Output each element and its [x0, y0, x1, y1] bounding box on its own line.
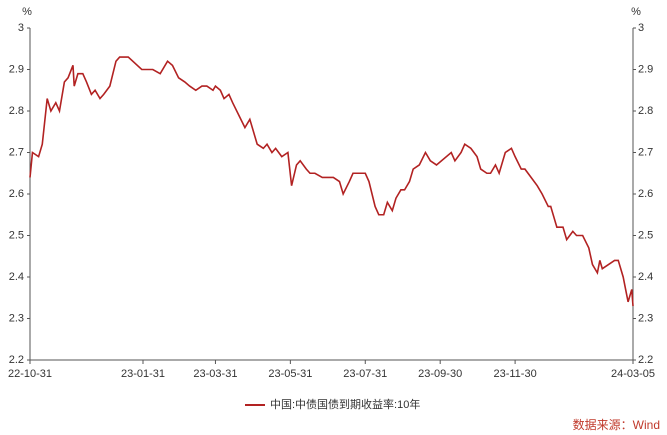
y2-tick-label: 2.2: [638, 354, 653, 366]
y-tick-label: 2.6: [9, 188, 24, 200]
y-tick-label: 2.2: [9, 354, 24, 366]
x-tick-label: 23-05-31: [268, 368, 312, 380]
x-tick-label: 23-09-30: [418, 368, 462, 380]
y2-tick-label: 2.5: [638, 229, 653, 241]
y2-tick-label: 2.4: [638, 271, 653, 283]
source: 数据来源：Wind: [573, 417, 660, 432]
y-tick-label: 2.3: [9, 312, 24, 324]
y-unit-right: %: [631, 6, 641, 18]
y-tick-label: 2.8: [9, 105, 24, 117]
y-unit-left: %: [22, 6, 32, 18]
y-tick-label: 2.7: [9, 146, 24, 158]
y2-tick-label: 2.9: [638, 63, 653, 75]
x-tick-label: 24-03-05: [611, 368, 655, 380]
x-tick-label: 23-07-31: [343, 368, 387, 380]
y-tick-label: 3: [18, 22, 24, 34]
y-tick-label: 2.9: [9, 63, 24, 75]
y-tick-label: 2.4: [9, 271, 24, 283]
y2-tick-label: 2.8: [638, 105, 653, 117]
y2-tick-label: 3: [638, 22, 644, 34]
y2-tick-label: 2.6: [638, 188, 653, 200]
data-line: [29, 56, 634, 307]
x-tick-label: 22-10-31: [8, 368, 52, 380]
x-tick-label: 23-11-30: [493, 368, 536, 380]
y2-tick-label: 2.7: [638, 146, 653, 158]
legend-label: 中国:中债国债到期收益率:10年: [270, 397, 420, 411]
y-tick-label: 2.5: [9, 229, 24, 241]
x-tick-label: 23-03-31: [193, 368, 237, 380]
y2-tick-label: 2.3: [638, 312, 653, 324]
x-tick-label: 23-01-31: [121, 368, 165, 380]
